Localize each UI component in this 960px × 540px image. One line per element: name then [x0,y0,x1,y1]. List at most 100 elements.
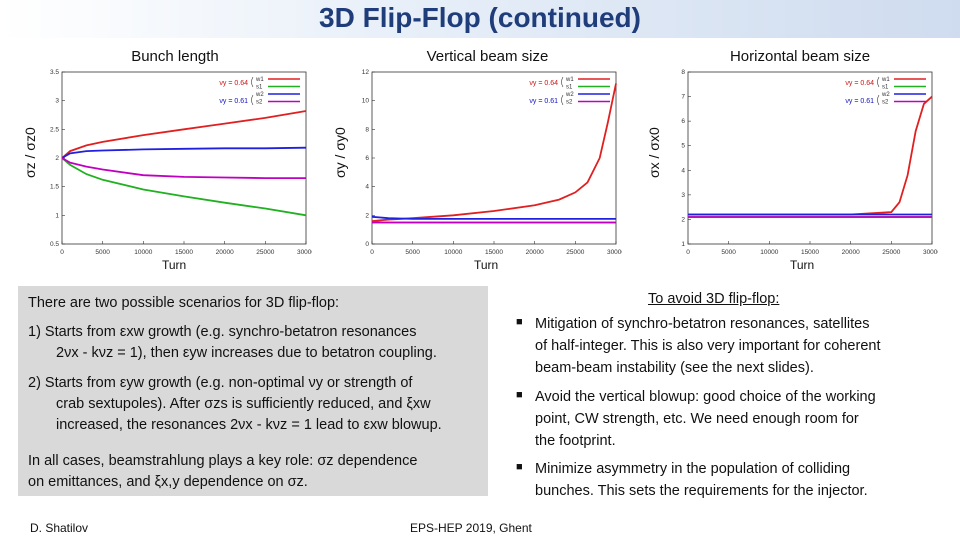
y-tick-label: 3.5 [50,69,59,76]
bullet-3-icon: ■ [516,461,523,473]
plot2-ylabel: σy / σy0 [332,127,348,178]
bullet-1-icon: ■ [516,316,523,328]
legend-entry-label: w2 [255,92,264,98]
legend-label-q1: νy = 0.64 [529,80,558,87]
y-tick-label: 10 [362,98,370,105]
legend-brace [561,76,564,106]
legend-brace [251,76,254,106]
x-tick-label: 5000 [95,249,110,256]
scenarios-intro: There are two possible scenarios for 3D … [28,295,340,311]
x-tick-label: 0 [686,249,690,256]
footer-author: D. Shatilov [30,521,89,535]
scenario-2-line-3: increased, the resonances 2νx - kνz = 1 … [56,417,442,433]
y-tick-label: 4 [681,167,685,174]
legend-label-q1: νy = 0.64 [219,80,248,87]
scenario-2-line-1: 2) Starts from εyw growth (e.g. non-opti… [28,375,413,391]
y-tick-label: 8 [365,126,369,133]
title-banner [0,0,960,38]
x-tick-label: 20000 [842,249,860,256]
bullet-2-icon: ■ [516,389,523,401]
x-tick-label: 25000 [256,249,274,256]
x-tick-label: 15000 [485,249,503,256]
y-tick-label: 6 [365,155,369,162]
legend-entry-label: s1 [882,85,889,91]
legend-entry-label: w2 [565,92,574,98]
x-tick-label: 20000 [526,249,544,256]
y-tick-label: 0 [365,241,369,248]
bullet-1-line-2: of half-integer. This is also very impor… [535,338,881,354]
x-tick-label: 25000 [882,249,900,256]
legend-entry-label: s1 [256,85,263,91]
x-tick-label: 0 [60,249,64,256]
y-tick-label: 4 [365,184,369,191]
y-tick-label: 3 [681,192,685,199]
plot1-ylabel: σz / σz0 [22,127,38,178]
bullet-1-line-3: beam-beam instability (see the next slid… [535,360,814,376]
y-tick-label: 1.5 [50,184,59,191]
bullet-3-line-1: Minimize asymmetry in the population of … [535,461,851,477]
plot-frame [61,71,307,245]
x-tick-label: 10000 [134,249,152,256]
legend-label-q2: νy = 0.61 [219,98,248,105]
y-tick-label: 2 [365,212,369,219]
y-tick-label: 2.5 [50,126,59,133]
legend-entry-label: w2 [881,92,890,98]
plot1-xlabel: Turn [162,258,187,272]
bullet-2-line-2: point, CW strength, etc. We need enough … [535,411,859,427]
avoid-heading: To avoid 3D flip-flop: [648,291,780,307]
x-tick-label: 5000 [721,249,736,256]
plot3-ylabel: σx / σx0 [646,127,662,178]
plot2-xlabel: Turn [474,258,499,272]
y-tick-label: 1 [681,241,685,248]
x-tick-label: 15000 [801,249,819,256]
y-tick-label: 2 [681,216,685,223]
plot3-xlabel: Turn [790,258,815,272]
x-tick-label: 15000 [175,249,193,256]
y-tick-label: 1 [55,212,59,219]
y-tick-label: 8 [681,69,685,76]
footer-conference: EPS-HEP 2019, Ghent [410,521,532,535]
legend-entry-label: s2 [566,100,573,106]
legend-entry-label: s2 [882,100,889,106]
plot3-title: Horizontal beam size [729,48,871,65]
legend-entry-label: s2 [256,100,263,106]
scenarios-box [18,286,488,496]
beamstrahlung-line-2: on emittances, and ξx,y dependence on σz… [28,474,308,490]
series-line-s1 [61,157,307,217]
x-tick-label: 20000 [216,249,234,256]
y-tick-label: 6 [681,118,685,125]
x-tick-label: 0 [370,249,374,256]
y-tick-label: 7 [681,94,685,101]
legend-label-q2: νy = 0.61 [529,98,558,105]
scenario-1-line-2: 2νx - kνz = 1), then εyw increases due t… [56,345,437,361]
bullet-2-line-3: the footprint. [535,433,616,449]
plot-frame [371,71,617,245]
scenario-2-line-2: crab sextupoles). After σzs is sufficien… [56,396,431,412]
plot2-title: Vertical beam size [426,48,549,65]
legend-entry-label: s1 [566,85,573,91]
legend-entry-label: w1 [881,77,890,83]
y-tick-label: 3 [55,98,59,105]
x-tick-label: 10000 [444,249,462,256]
legend-label-q2: νy = 0.61 [845,98,874,105]
plot1-title: Bunch length [131,48,219,65]
series-line-w2 [61,146,307,159]
y-tick-label: 12 [362,69,370,76]
x-tick-label: 10000 [760,249,778,256]
y-tick-label: 0.5 [50,241,59,248]
y-tick-label: 5 [681,143,685,150]
legend-entry-label: w1 [565,77,574,83]
legend-entry-label: w1 [255,77,264,83]
beamstrahlung-line-1: In all cases, beamstrahlung plays a key … [28,453,418,469]
plot-frame [687,71,933,245]
bullet-3-line-2: bunches. This sets the requirements for … [535,483,868,499]
bullet-1-line-1: Mitigation of synchro-betatron resonance… [535,316,870,332]
series-line-w2 [371,215,616,220]
